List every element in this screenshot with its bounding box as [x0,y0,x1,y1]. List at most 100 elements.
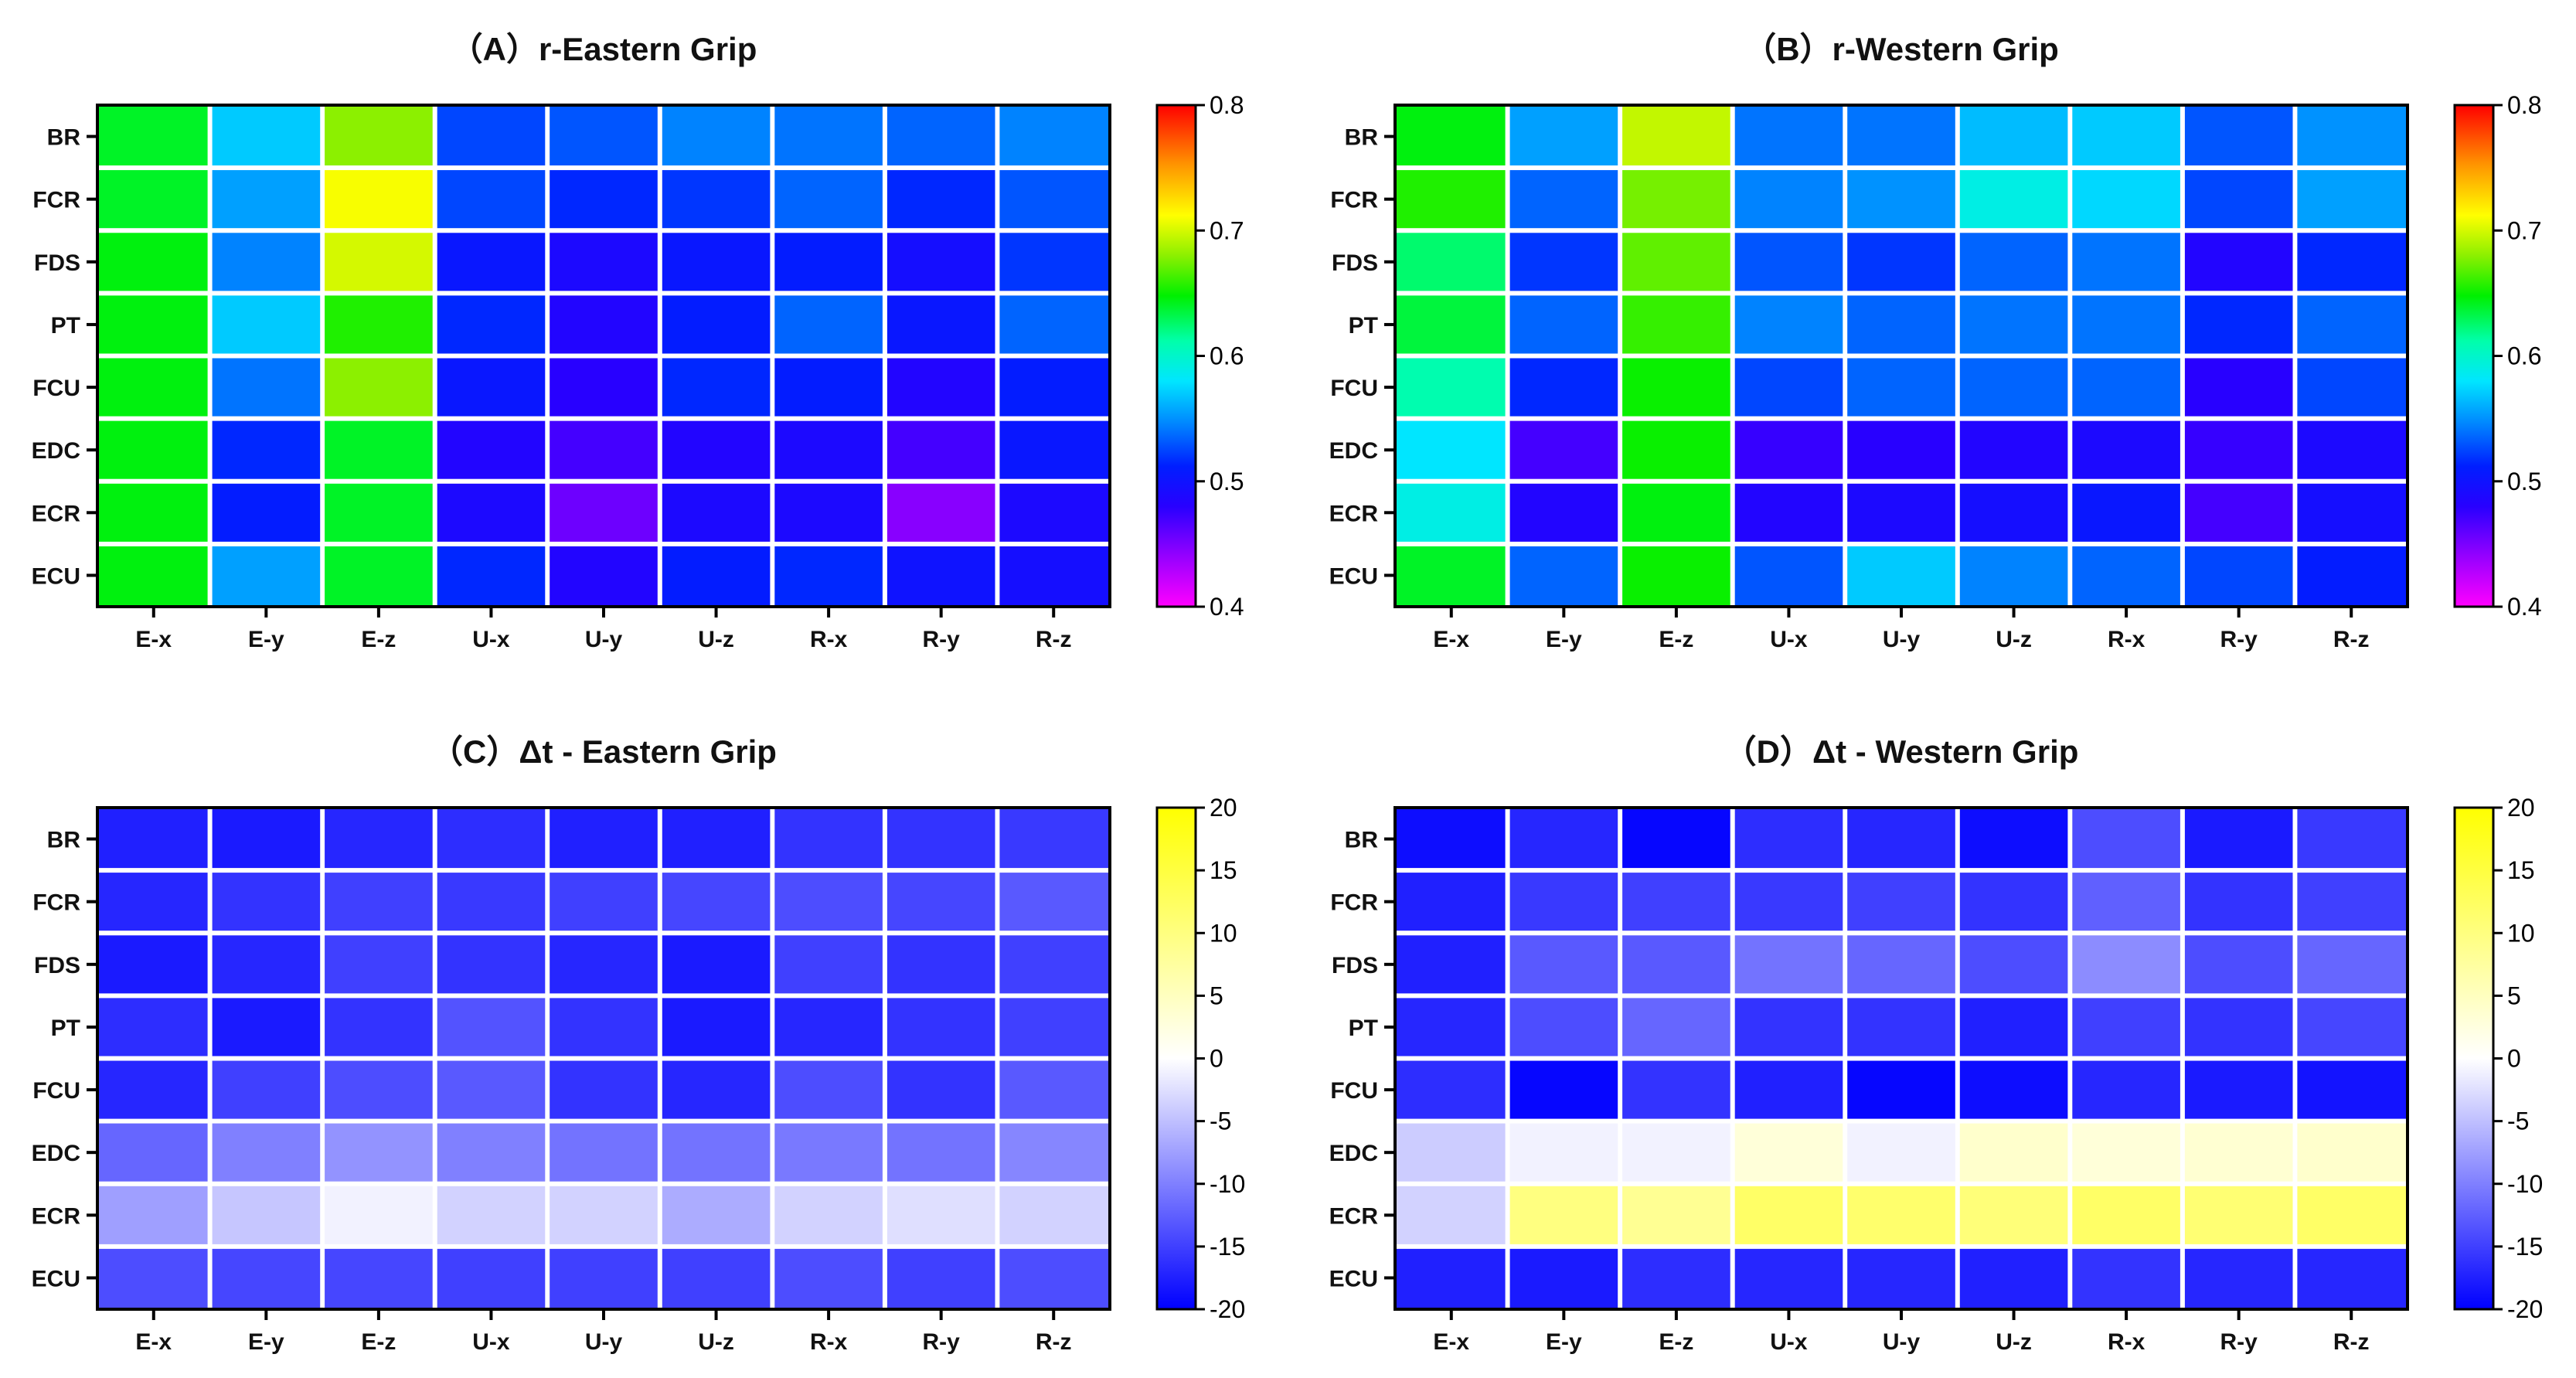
heatmap-cell [1509,1186,1618,1244]
heatmap-cell [2072,105,2180,166]
heatmap-cell [1509,233,1618,291]
heatmap-cell [774,1186,883,1244]
heatmap-cell [1509,170,1618,229]
heatmap-cell [97,998,208,1056]
heatmap-cell [550,998,658,1056]
colorbar-tick-label: 15 [2507,856,2535,884]
heatmap-cell [1734,105,1843,166]
heatmap-cell [1734,358,1843,417]
heatmap-cell [999,170,1110,229]
heatmap-cell [999,295,1110,354]
heatmap-cell [2072,1123,2180,1182]
heatmap-cell [97,483,208,542]
row-label: EDC [32,438,80,464]
heatmap-cell [774,170,883,229]
heatmap-cell [1847,1248,1955,1309]
row-label: FCU [32,1078,80,1104]
row-label: ECR [32,501,81,526]
heatmap-cell [325,546,433,607]
heatmap-cell [212,1060,321,1119]
column-label: E-z [1659,1329,1693,1355]
heatmap-cell [1959,1123,2068,1182]
row-label: ECU [32,563,80,589]
heatmap-cell [1734,170,1843,229]
heatmap-cell [1509,358,1618,417]
heatmap-cell [1847,358,1955,417]
heatmap-cell [550,546,658,607]
heatmap-cell [662,105,771,166]
heatmap-cell [325,808,433,869]
heatmap-cell [774,295,883,354]
heatmap-cell [97,420,208,479]
panel-title: （D）Δt - Western Grip [1724,733,2079,770]
heatmap-cell [325,1060,433,1119]
heatmap-cell [1959,420,2068,479]
heatmap-cell [1622,233,1730,291]
heatmap-cell [886,1186,995,1244]
heatmap-cell [437,295,546,354]
heatmap-cell [2072,1186,2180,1244]
heatmap-cell [1509,1248,1618,1309]
heatmap-cell [97,295,208,354]
heatmap-cell [437,358,546,417]
heatmap-cell [325,105,433,166]
row-label: EDC [1329,438,1378,464]
heatmap-cell [2184,1186,2293,1244]
heatmap-cell [1509,1060,1618,1119]
heatmap-cell [1395,233,1506,291]
heatmap-cell [2297,105,2408,166]
heatmap-cell [1959,170,2068,229]
colorbar-tick-label: 0 [1210,1045,1223,1073]
heatmap-cell [1847,295,1955,354]
row-label: ECR [1329,501,1379,526]
heatmap-cell [1395,1123,1506,1182]
heatmap-cell [1847,170,1955,229]
heatmap-cell [1395,420,1506,479]
heatmap-cell [1395,998,1506,1056]
heatmap-cell [1734,935,1843,994]
heatmap-cell [999,105,1110,166]
heatmap-cell [1395,1248,1506,1309]
heatmap-cell [212,935,321,994]
heatmap-cell [550,358,658,417]
heatmap-cell [999,873,1110,931]
column-label: U-z [698,1329,734,1355]
colorbar-tick-label: -10 [2507,1170,2543,1198]
heatmap-cell [774,935,883,994]
heatmap-cell [1847,808,1955,869]
row-label: FDS [1332,953,1378,978]
heatmap-cell [1622,483,1730,542]
heatmap-cell [97,935,208,994]
heatmap-cell [212,808,321,869]
heatmap-cell [1622,935,1730,994]
heatmap-cell [1509,295,1618,354]
row-label: FCR [1330,890,1378,916]
heatmap-cell [1395,295,1506,354]
heatmap-cell [1395,808,1506,869]
heatmap-cell [662,1060,771,1119]
column-label: R-x [810,627,848,652]
heatmap-cell [2072,873,2180,931]
heatmap-cell [1734,1060,1843,1119]
heatmap-cell [662,1123,771,1182]
heatmap-cell [1959,295,2068,354]
colorbar [1155,104,1197,608]
heatmap-cell [1959,105,2068,166]
row-label: FCR [32,890,80,916]
column-label: U-x [1770,1329,1808,1355]
heatmap-cell [662,420,771,479]
heatmap-cell [2184,420,2293,479]
heatmap-cell [1847,873,1955,931]
column-label: E-x [1433,627,1469,652]
heatmap-cell [212,546,321,607]
heatmap-cell [1509,1123,1618,1182]
heatmap-cell [662,483,771,542]
heatmap-cell [1395,873,1506,931]
heatmap-cell [550,1060,658,1119]
heatmap-cell [999,420,1110,479]
heatmap-cell [1847,105,1955,166]
heatmap-cell [886,935,995,994]
colorbar-tick-label: 0.8 [2507,91,2541,119]
heatmap-cell [2297,295,2408,354]
heatmap-cell [662,873,771,931]
